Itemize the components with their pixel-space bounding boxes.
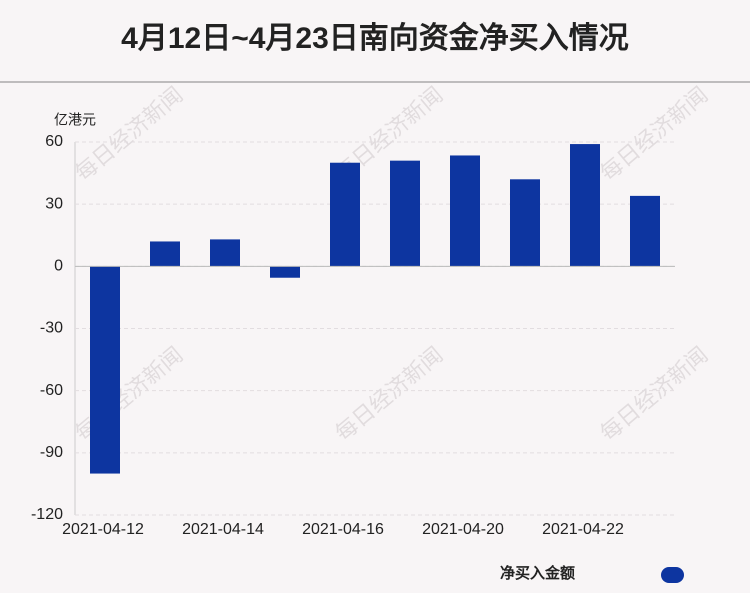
bar (270, 266, 300, 278)
y-axis-label: 亿港元 (54, 112, 96, 128)
bar (390, 160, 420, 267)
bar (210, 239, 240, 267)
bar (330, 162, 360, 267)
bar (90, 266, 120, 474)
x-tick-label: 2021-04-12 (62, 521, 144, 538)
legend-swatch (661, 567, 684, 583)
y-tick-label: -90 (40, 444, 63, 461)
y-tick-label: -120 (31, 506, 63, 523)
bar (570, 144, 600, 267)
x-tick-label: 2021-04-22 (542, 521, 624, 538)
bar (450, 155, 480, 267)
legend-label: 净买入金额 (500, 564, 575, 582)
bar (630, 195, 660, 267)
y-tick-label: 0 (54, 258, 63, 275)
y-tick-label: -30 (40, 320, 63, 337)
x-tick-label: 2021-04-14 (182, 521, 264, 538)
y-tick-label: 30 (45, 195, 63, 212)
y-tick-label: -60 (40, 382, 63, 399)
bar (150, 241, 180, 267)
y-tick-label: 60 (45, 133, 63, 150)
chart-title: 4月12日~4月23日南向资金净买入情况 (121, 21, 629, 55)
x-tick-label: 2021-04-16 (302, 521, 384, 538)
x-tick-label: 2021-04-20 (422, 521, 504, 538)
bar (510, 179, 540, 267)
